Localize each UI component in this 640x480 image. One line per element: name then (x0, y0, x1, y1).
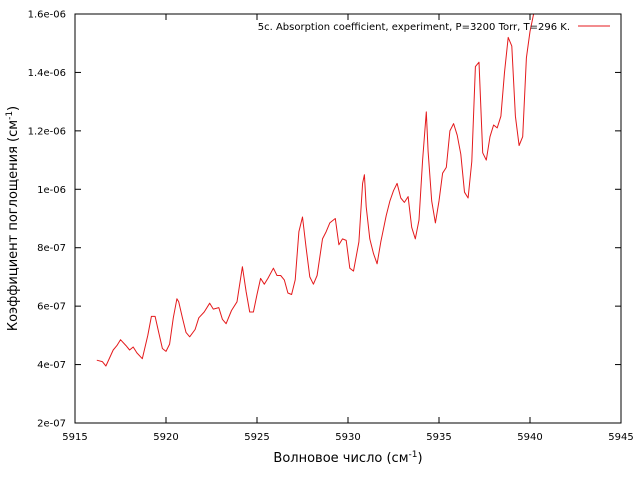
x-tick-label: 5930 (335, 432, 360, 443)
y-tick-label: 1.6e-06 (28, 10, 66, 21)
y-tick-label: 6e-07 (37, 302, 66, 313)
x-tick-label: 5925 (244, 432, 269, 443)
legend: 5c. Absorption coefficient, experiment, … (258, 22, 610, 33)
y-tick-label: 1e-06 (37, 185, 66, 196)
y-tick-label: 8e-07 (37, 243, 66, 254)
x-tick-label: 5920 (153, 432, 178, 443)
axis-ticks: 5915 5920 5925 5930 5935 5940 5945 2e-07 4e-07 6e… (28, 10, 634, 444)
plot-frame (74, 13, 622, 424)
plot-area (96, 13, 538, 367)
legend-label: 5c. Absorption coefficient, experiment, … (258, 22, 570, 33)
y-tick-label: 4e-07 (37, 360, 66, 371)
x-tick-label: 5915 (62, 432, 87, 443)
series-line (96, 13, 538, 367)
y-tick-label: 2e-07 (37, 419, 66, 430)
x-tick-label: 5935 (426, 432, 451, 443)
x-tick-label: 5940 (517, 432, 542, 443)
y-tick-label: 1.4e-06 (28, 68, 66, 79)
y-axis-title: Коэффициент поглощения (см-1) (5, 106, 21, 331)
x-axis-title: Волновое число (см-1) (273, 450, 422, 466)
x-tick-label: 5945 (608, 432, 633, 443)
y-tick-label: 1.2e-06 (28, 126, 66, 137)
